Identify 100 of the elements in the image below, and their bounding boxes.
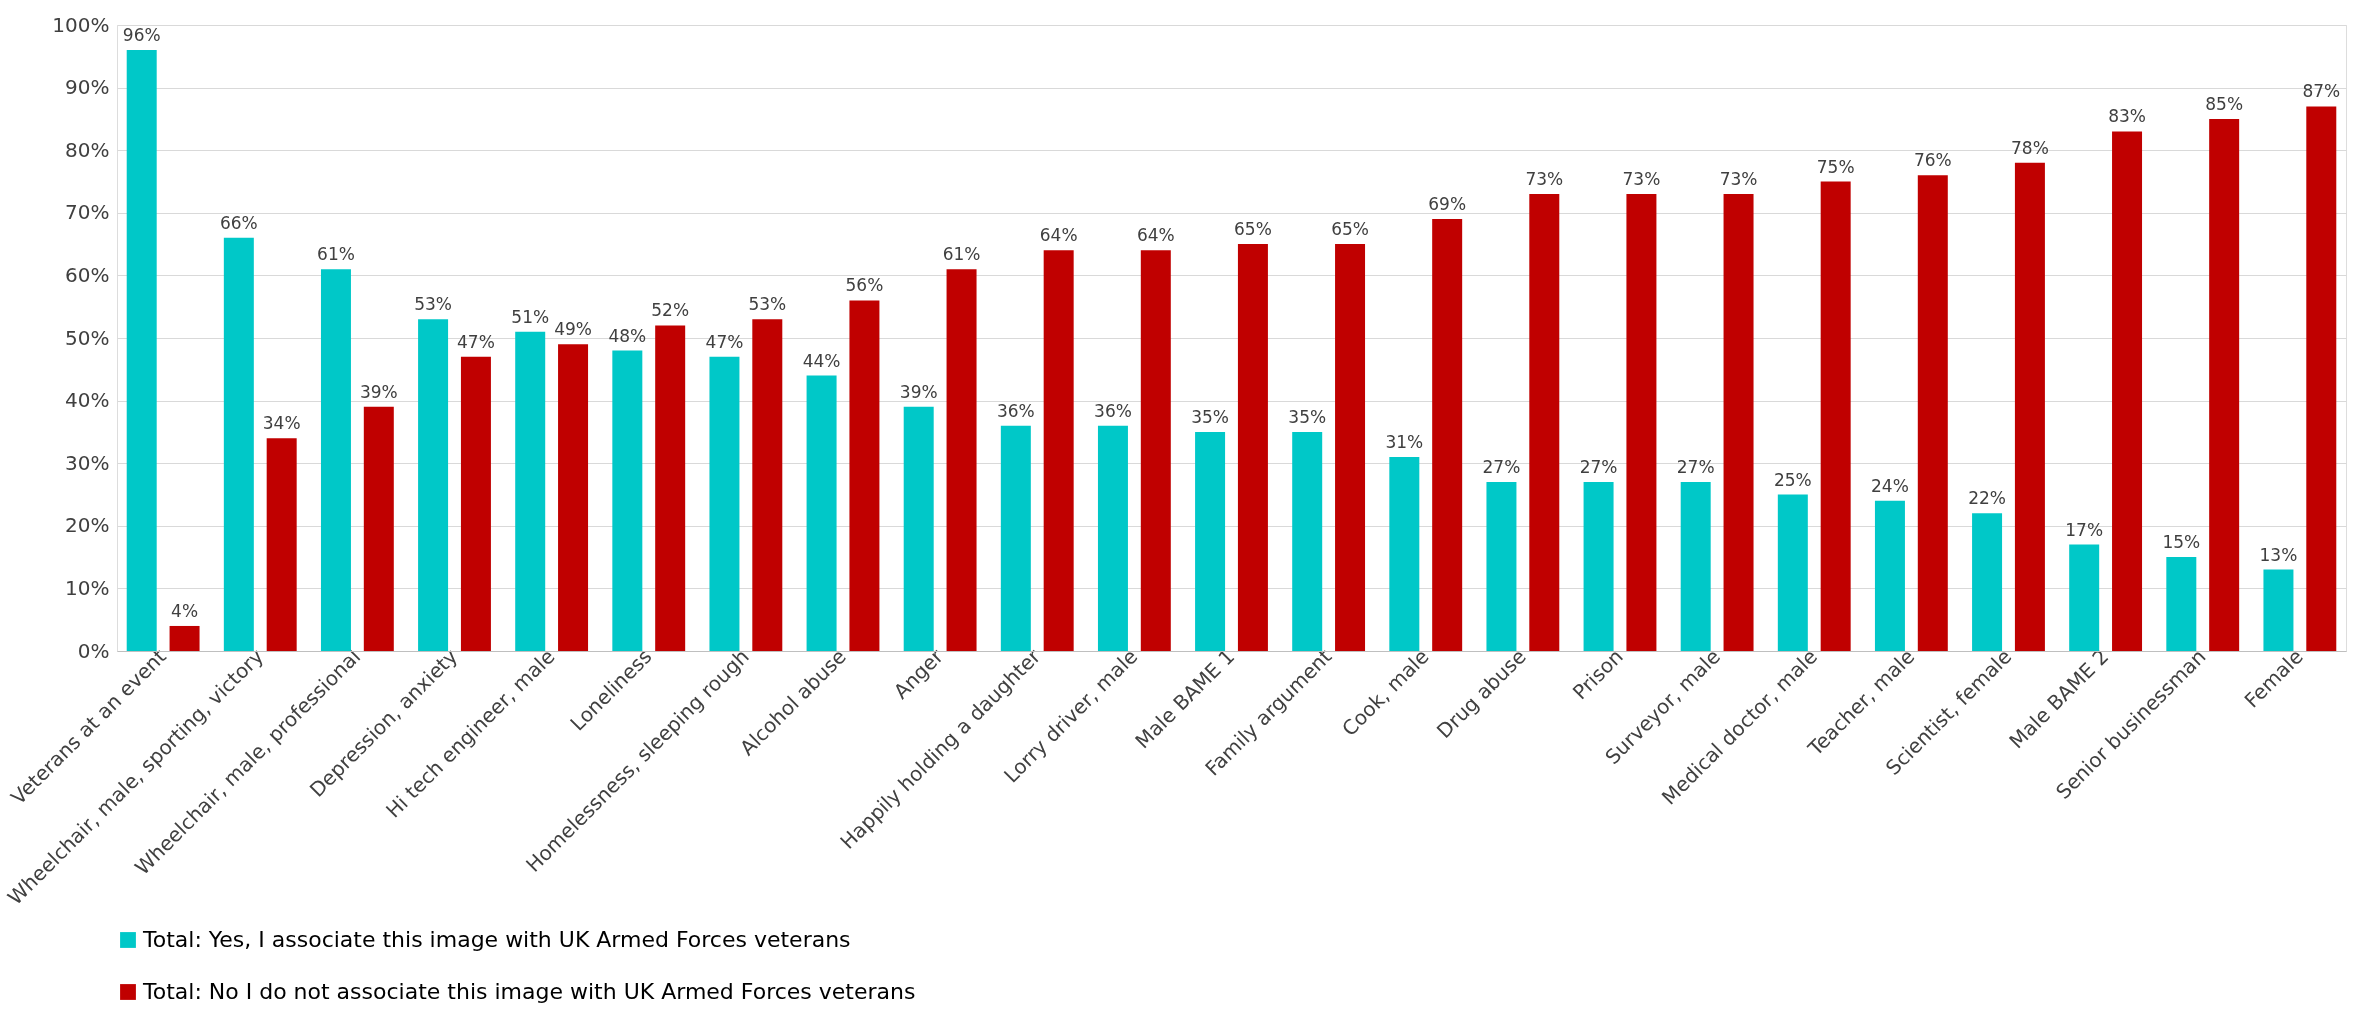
data-label: 47%	[705, 331, 744, 352]
bar	[1292, 431, 1323, 651]
data-label: 87%	[2302, 81, 2341, 102]
data-label: 73%	[1622, 169, 1661, 190]
bar	[2014, 162, 2045, 651]
bar	[418, 319, 449, 651]
bar	[1097, 425, 1128, 651]
data-label: 96%	[122, 25, 161, 46]
bar	[1917, 175, 1948, 651]
bar	[1140, 250, 1171, 651]
data-label: 64%	[1136, 225, 1175, 246]
y-tick-label: 10%	[65, 575, 110, 600]
data-label: 73%	[1719, 169, 1758, 190]
y-tick-label: 80%	[65, 137, 110, 162]
bar	[2112, 131, 2143, 651]
data-label: 36%	[1094, 400, 1132, 421]
data-label: 69%	[1428, 194, 1467, 215]
bar	[223, 237, 254, 651]
data-label: 53%	[748, 294, 787, 315]
y-tick-label: 50%	[65, 325, 110, 350]
bar	[2166, 557, 2197, 651]
data-label: 75%	[1816, 156, 1855, 177]
y-tick-label: 90%	[65, 75, 110, 100]
bar	[1043, 250, 1074, 651]
bar	[1583, 481, 1614, 651]
bar	[1486, 481, 1517, 651]
bar	[1529, 194, 1560, 651]
y-tick-label: 40%	[65, 388, 110, 413]
bar	[1195, 431, 1226, 651]
bar	[1626, 194, 1657, 651]
bar	[515, 331, 546, 651]
bar	[709, 356, 740, 651]
data-label: 85%	[2205, 93, 2244, 114]
y-tick-label: 60%	[65, 262, 110, 287]
bar	[1237, 244, 1268, 651]
bar	[320, 269, 351, 651]
data-label: 27%	[1676, 456, 1715, 477]
bar	[1874, 500, 1905, 651]
bar	[806, 375, 837, 651]
data-label: 34%	[262, 413, 301, 434]
y-tick-label: 20%	[65, 513, 110, 538]
bar	[2209, 118, 2240, 651]
bar	[460, 356, 491, 651]
data-label: 49%	[554, 319, 592, 340]
data-label: 25%	[1773, 469, 1812, 490]
data-label: 64%	[1039, 225, 1078, 246]
bar	[2263, 569, 2294, 651]
y-tick-label: 100%	[52, 12, 110, 37]
bar	[2069, 544, 2100, 651]
data-label: 56%	[845, 275, 884, 296]
y-tick-label: 30%	[65, 450, 110, 475]
bar	[612, 350, 643, 651]
data-label: 76%	[1913, 150, 1952, 171]
data-label: 53%	[414, 294, 452, 315]
bar	[1389, 456, 1420, 651]
data-label: 51%	[511, 306, 550, 327]
data-label: 83%	[2108, 106, 2146, 127]
data-label: 35%	[1191, 406, 1229, 427]
data-label: 48%	[608, 325, 647, 346]
data-label: 15%	[2162, 532, 2201, 553]
data-label: 52%	[651, 300, 690, 321]
y-tick-label: 70%	[65, 200, 110, 225]
data-label: 22%	[1968, 488, 2006, 509]
data-label: 24%	[1871, 475, 1909, 496]
data-label: 39%	[359, 381, 398, 402]
bar	[1972, 513, 2003, 651]
bar	[2306, 106, 2337, 651]
data-label: 61%	[942, 244, 981, 265]
data-label: 61%	[317, 244, 355, 265]
data-label: 27%	[1482, 456, 1521, 477]
bar	[266, 438, 297, 651]
bar	[655, 325, 686, 651]
bar	[1723, 194, 1754, 651]
data-label: 78%	[2011, 137, 2049, 158]
data-label: 31%	[1385, 431, 1424, 452]
legend-label: Total: No I do not associate this image with UK Armed Forces veterans	[142, 979, 916, 1004]
data-label: 47%	[457, 331, 495, 352]
legend-label: Total: Yes, I associate this image with UK Armed Forces veterans	[142, 927, 851, 952]
bar	[169, 625, 200, 651]
data-label: 65%	[1331, 219, 1369, 240]
data-label: 4%	[171, 600, 199, 621]
data-label: 36%	[996, 400, 1035, 421]
bar	[1000, 425, 1031, 651]
bar	[558, 344, 589, 651]
y-tick-label: 0%	[77, 638, 110, 663]
bar	[903, 406, 934, 651]
data-label: 35%	[1288, 406, 1327, 427]
data-label: 17%	[2065, 519, 2104, 540]
data-label: 27%	[1579, 456, 1618, 477]
data-label: 65%	[1234, 219, 1272, 240]
bar	[1432, 219, 1463, 651]
bar	[1820, 181, 1851, 651]
bar	[126, 50, 157, 651]
bar	[363, 406, 394, 651]
bar	[1680, 481, 1711, 651]
data-label: 73%	[1525, 169, 1564, 190]
data-label: 39%	[899, 381, 938, 402]
data-label: 66%	[219, 212, 258, 233]
bar	[752, 319, 783, 651]
bar	[946, 269, 977, 651]
